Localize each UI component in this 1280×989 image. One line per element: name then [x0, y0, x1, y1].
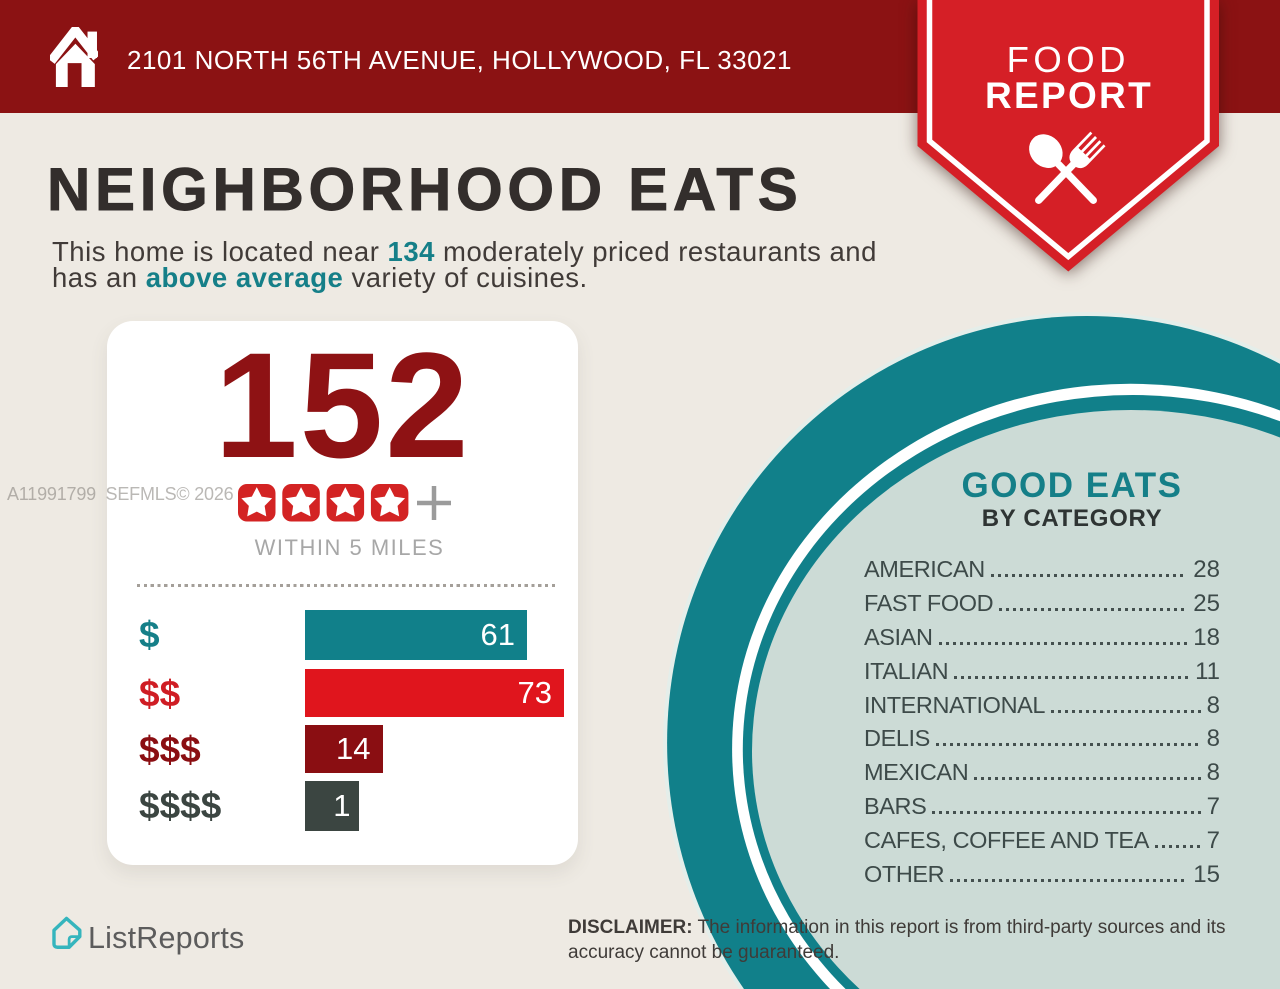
- svg-text:FOOD: FOOD: [1007, 39, 1130, 80]
- svg-text:REPORT: REPORT: [985, 75, 1153, 116]
